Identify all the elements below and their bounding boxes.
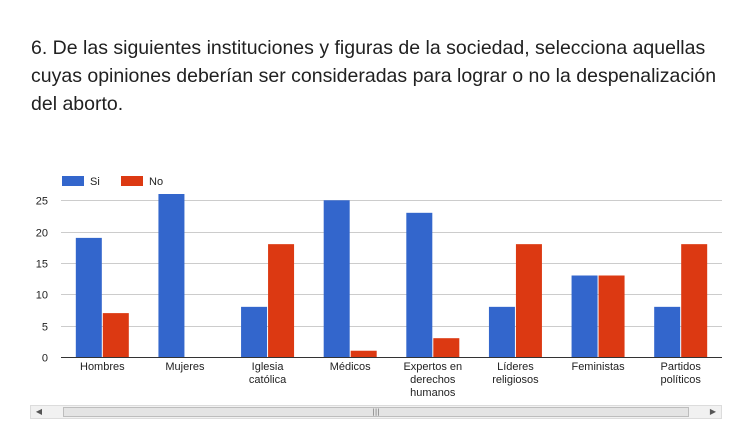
x-category-label: Partidos políticos [661,361,702,386]
y-tick-label: 0 [42,353,48,365]
bar-no [350,350,377,357]
legend-swatch-si [62,176,84,186]
bar-si [654,306,681,357]
bar-si [158,194,185,357]
bar-no [433,338,460,357]
bar-si [488,306,515,357]
x-category-label: Expertos en derechos humanos [403,361,462,399]
y-tick-label: 25 [36,196,48,208]
bar-si [571,275,598,357]
legend-label-no: No [149,176,163,188]
x-category-label: Feministas [571,361,625,373]
y-tick-label: 5 [42,322,48,334]
bar-si [406,212,433,357]
y-tick-label: 10 [36,290,48,302]
bar-si [75,237,102,357]
scroll-grip-icon: ||| [372,408,380,416]
question-title: 6. De las siguientes instituciones y fig… [31,37,717,115]
legend-swatch-no [121,176,143,186]
bar-no [681,244,708,357]
x-category-label: Iglesia católica [249,361,287,386]
bar-si [241,306,268,357]
bar-no [268,244,295,357]
bar-no [515,244,542,357]
x-category-label: Médicos [330,361,371,373]
bar-chart: 0 5 10 15 20 25 Hombres Mujeres Iglesia católica M… [36,176,722,399]
scroll-right-arrow-icon[interactable]: ▶ [709,407,717,416]
bar-no [598,275,625,357]
y-tick-label: 15 [36,259,48,271]
horizontal-scrollbar[interactable]: ◀ ||| ▶ [30,405,722,419]
y-tick-label: 20 [36,228,48,240]
scroll-thumb[interactable]: ||| [63,407,689,417]
legend-label-si: Si [90,176,100,188]
scroll-left-arrow-icon[interactable]: ◀ [35,407,43,416]
x-category-label: Hombres [80,361,125,373]
x-category-label: Mujeres [165,361,205,373]
bar-si [323,200,350,357]
x-category-label: Líderes religiosos [492,361,539,386]
bar-no [102,313,129,357]
